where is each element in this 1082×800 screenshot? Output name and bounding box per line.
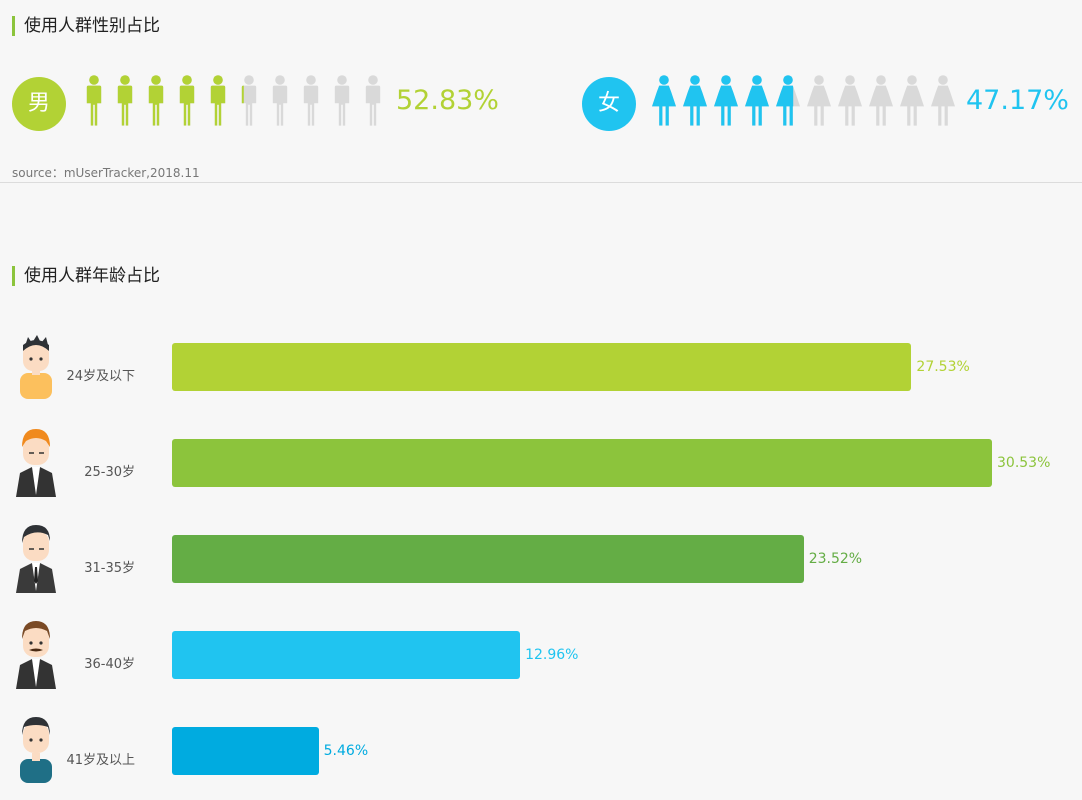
age-category-label: 36-40岁	[84, 657, 135, 672]
age-category-label: 31-35岁	[84, 561, 135, 576]
male-person-icon	[144, 68, 168, 136]
gender-section-title: 使用人群性别占比	[12, 16, 160, 36]
age-bar	[172, 727, 319, 775]
source-note: source：mUserTracker,2018.11	[12, 166, 200, 180]
mustache-man-avatar-icon	[10, 617, 62, 689]
male-person-icon	[206, 68, 230, 136]
section-divider	[0, 182, 1082, 183]
age-bar-chart: 24岁及以下 27.53% 25-30岁 30.53% 31-35岁 23.52% 36-4…	[0, 320, 1082, 790]
orange-hair-man-avatar-icon	[10, 425, 62, 497]
suit-man-avatar-icon	[10, 521, 62, 593]
female-badge: 女	[582, 77, 636, 131]
male-icon-row	[80, 68, 390, 134]
female-person-icon	[869, 68, 893, 136]
female-person-icon	[931, 68, 955, 136]
age-bar	[172, 439, 992, 487]
female-person-icon	[838, 68, 862, 136]
female-icon-row	[650, 68, 960, 134]
female-person-icon	[652, 68, 676, 136]
male-percent: 52.83%	[396, 85, 499, 116]
male-badge: 男	[12, 77, 66, 131]
male-person-icon	[268, 68, 292, 136]
male-person-icon	[113, 68, 137, 136]
age-category-label: 25-30岁	[84, 465, 135, 480]
age-value-label: 23.52%	[808, 551, 863, 567]
age-section-title: 使用人群年龄占比	[12, 266, 160, 286]
female-percent: 47.17%	[966, 85, 1069, 116]
age-bar	[172, 535, 804, 583]
age-value-label: 5.46%	[323, 743, 369, 759]
age-category-label: 41岁及以上	[66, 753, 135, 768]
age-value-label: 30.53%	[997, 455, 1051, 471]
male-person-icon	[299, 68, 323, 136]
age-category-label: 24岁及以下	[66, 369, 135, 384]
female-person-icon	[807, 68, 831, 136]
female-person-icon	[900, 68, 924, 136]
male-person-icon	[361, 68, 385, 136]
female-person-icon	[745, 68, 769, 136]
young-boy-avatar-icon	[10, 329, 62, 401]
male-person-icon	[237, 68, 261, 136]
female-person-icon	[683, 68, 707, 136]
age-bar	[172, 631, 521, 679]
age-bar	[172, 343, 912, 391]
male-person-icon	[82, 68, 106, 136]
female-person-icon	[776, 68, 800, 136]
older-man-avatar-icon	[10, 713, 62, 785]
female-person-icon	[714, 68, 738, 136]
age-value-label: 27.53%	[916, 359, 970, 375]
male-person-icon	[175, 68, 199, 136]
male-person-icon	[330, 68, 354, 136]
age-value-label: 12.96%	[525, 647, 579, 663]
